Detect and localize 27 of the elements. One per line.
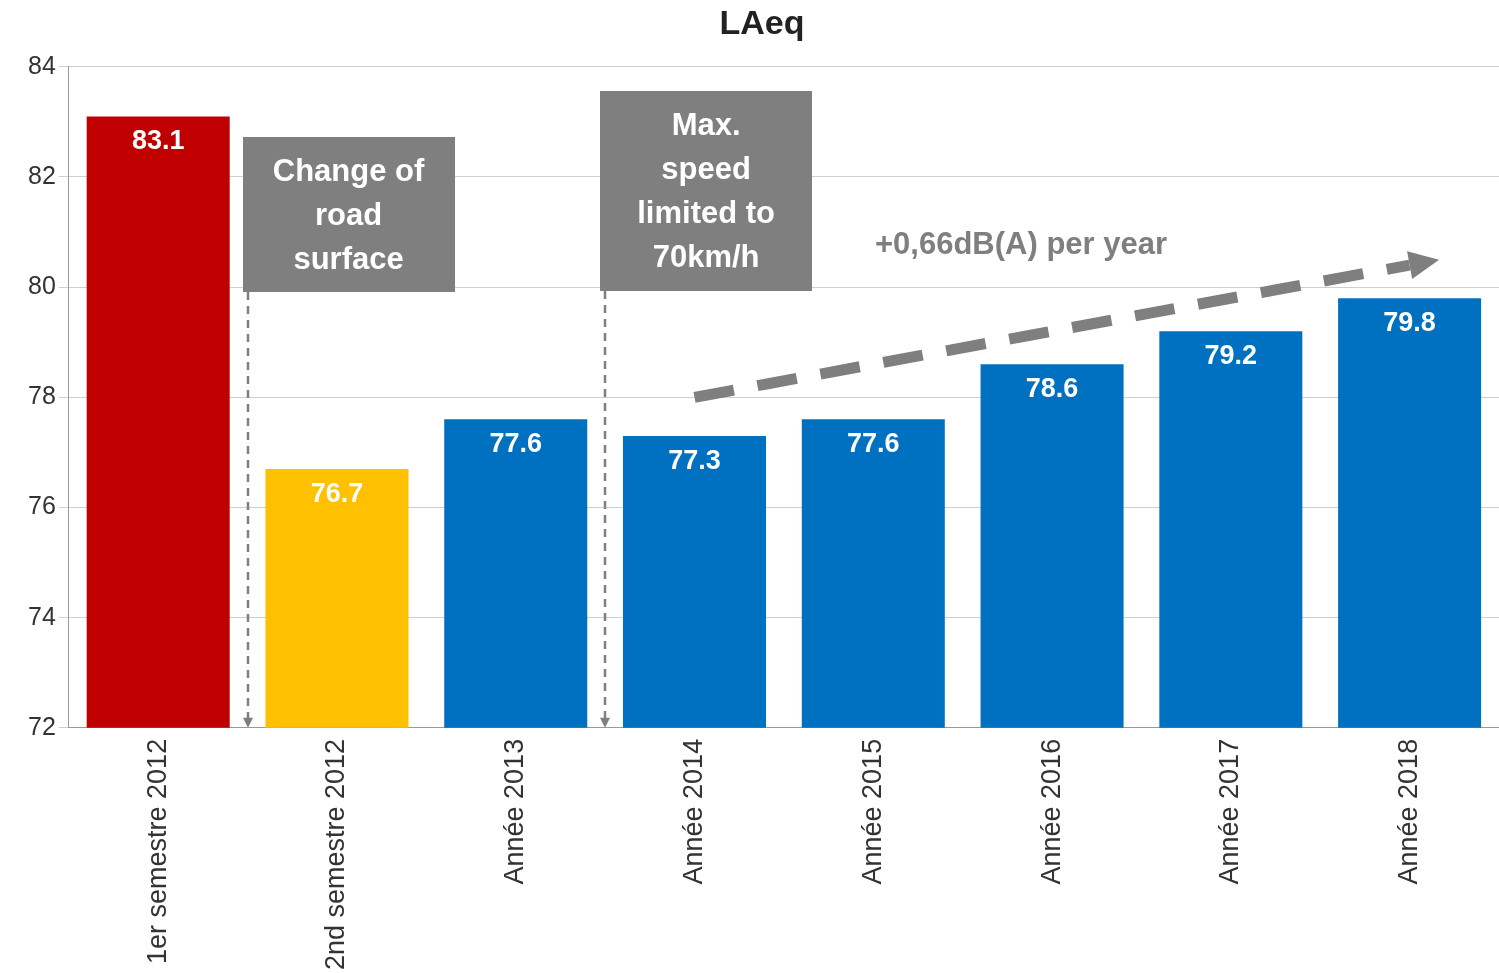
y-tick-label: 80 <box>28 271 56 300</box>
y-tick-label: 76 <box>28 491 56 520</box>
y-tick-label: 72 <box>28 711 56 740</box>
y-tick-label: 74 <box>28 601 56 630</box>
y-tick-label: 78 <box>28 381 56 410</box>
annotation: Change of road surface <box>242 137 455 292</box>
data-label: 78.6 <box>1025 373 1079 404</box>
data-label: 77.6 <box>489 428 543 459</box>
chart-title: LAeq <box>719 2 805 41</box>
x-tick-label: Année 2018 <box>1393 738 1424 885</box>
data-label: 76.7 <box>310 477 364 508</box>
data-label: 79.2 <box>1204 340 1258 371</box>
x-tick-label: Année 2017 <box>1214 738 1245 885</box>
x-tick-label: 2nd semestre 2012 <box>320 738 351 971</box>
data-label: 83.1 <box>131 125 185 156</box>
x-tick-label: Année 2013 <box>499 738 530 885</box>
x-tick-label: Année 2014 <box>677 738 708 885</box>
data-label: 77.3 <box>668 444 721 475</box>
y-tick-label: 82 <box>28 160 56 189</box>
y-tick-label: 84 <box>28 50 56 79</box>
annotation: Max. speed limited to 70km/h <box>600 91 813 291</box>
data-label: 79.8 <box>1383 307 1436 338</box>
x-tick-label: Année 2015 <box>856 738 887 885</box>
data-label: 77.6 <box>847 428 900 459</box>
x-tick-label: Année 2016 <box>1035 738 1066 885</box>
x-tick-label: 1er semestre 2012 <box>141 738 172 964</box>
annotation: +0,66dB(A) per year <box>875 226 1168 262</box>
